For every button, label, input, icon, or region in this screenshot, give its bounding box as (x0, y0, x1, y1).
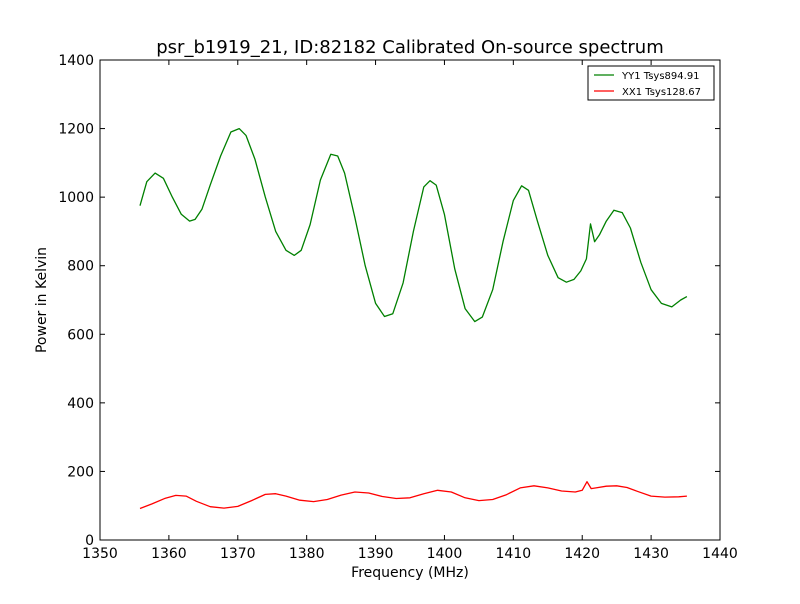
legend-label-1: XX1 Tsys128.67 (622, 87, 701, 98)
legend-label-0: YY1 Tsys894.91 (621, 71, 700, 82)
x-tick-label: 1390 (358, 546, 394, 562)
y-tick-label: 1200 (58, 122, 94, 138)
y-tick-label: 400 (67, 396, 94, 412)
tick-layer: 1350 1360 1370 1380 1390 1400 1410 1420 1430 1440… (58, 53, 737, 562)
y-tick-label: 800 (67, 259, 94, 275)
y-tick-label: 1400 (58, 53, 94, 69)
x-tick-label: 1380 (289, 546, 325, 562)
x-axis-label: Frequency (MHz) (351, 565, 469, 581)
x-tick-label: 1410 (496, 546, 532, 562)
series-line-0 (139, 127, 688, 323)
y-tick-label: 600 (67, 327, 94, 343)
x-tick-label: 1370 (220, 546, 256, 562)
y-tick-label: 0 (85, 533, 94, 549)
x-tick-label: 1440 (702, 546, 738, 562)
legend-box (587, 65, 715, 101)
series-line-1 (139, 481, 687, 510)
plot-frame (99, 59, 721, 541)
chart-title: psr_b1919_21, ID:82182 Calibrated On-sou… (156, 37, 663, 58)
legend: YY1 Tsys894.91 XX1 Tsys128.67 (587, 65, 715, 101)
y-tick-label: 200 (67, 464, 94, 480)
y-tick-label: 1000 (58, 190, 94, 206)
x-tick-label: 1420 (564, 546, 600, 562)
series-layer (139, 127, 688, 510)
x-tick-label: 1400 (427, 546, 463, 562)
plot-area (100, 60, 720, 540)
x-tick-label: 1350 (82, 546, 118, 562)
y-axis-label: Power in Kelvin (34, 247, 50, 353)
x-tick-label: 1360 (151, 546, 187, 562)
x-tick-label: 1430 (633, 546, 669, 562)
